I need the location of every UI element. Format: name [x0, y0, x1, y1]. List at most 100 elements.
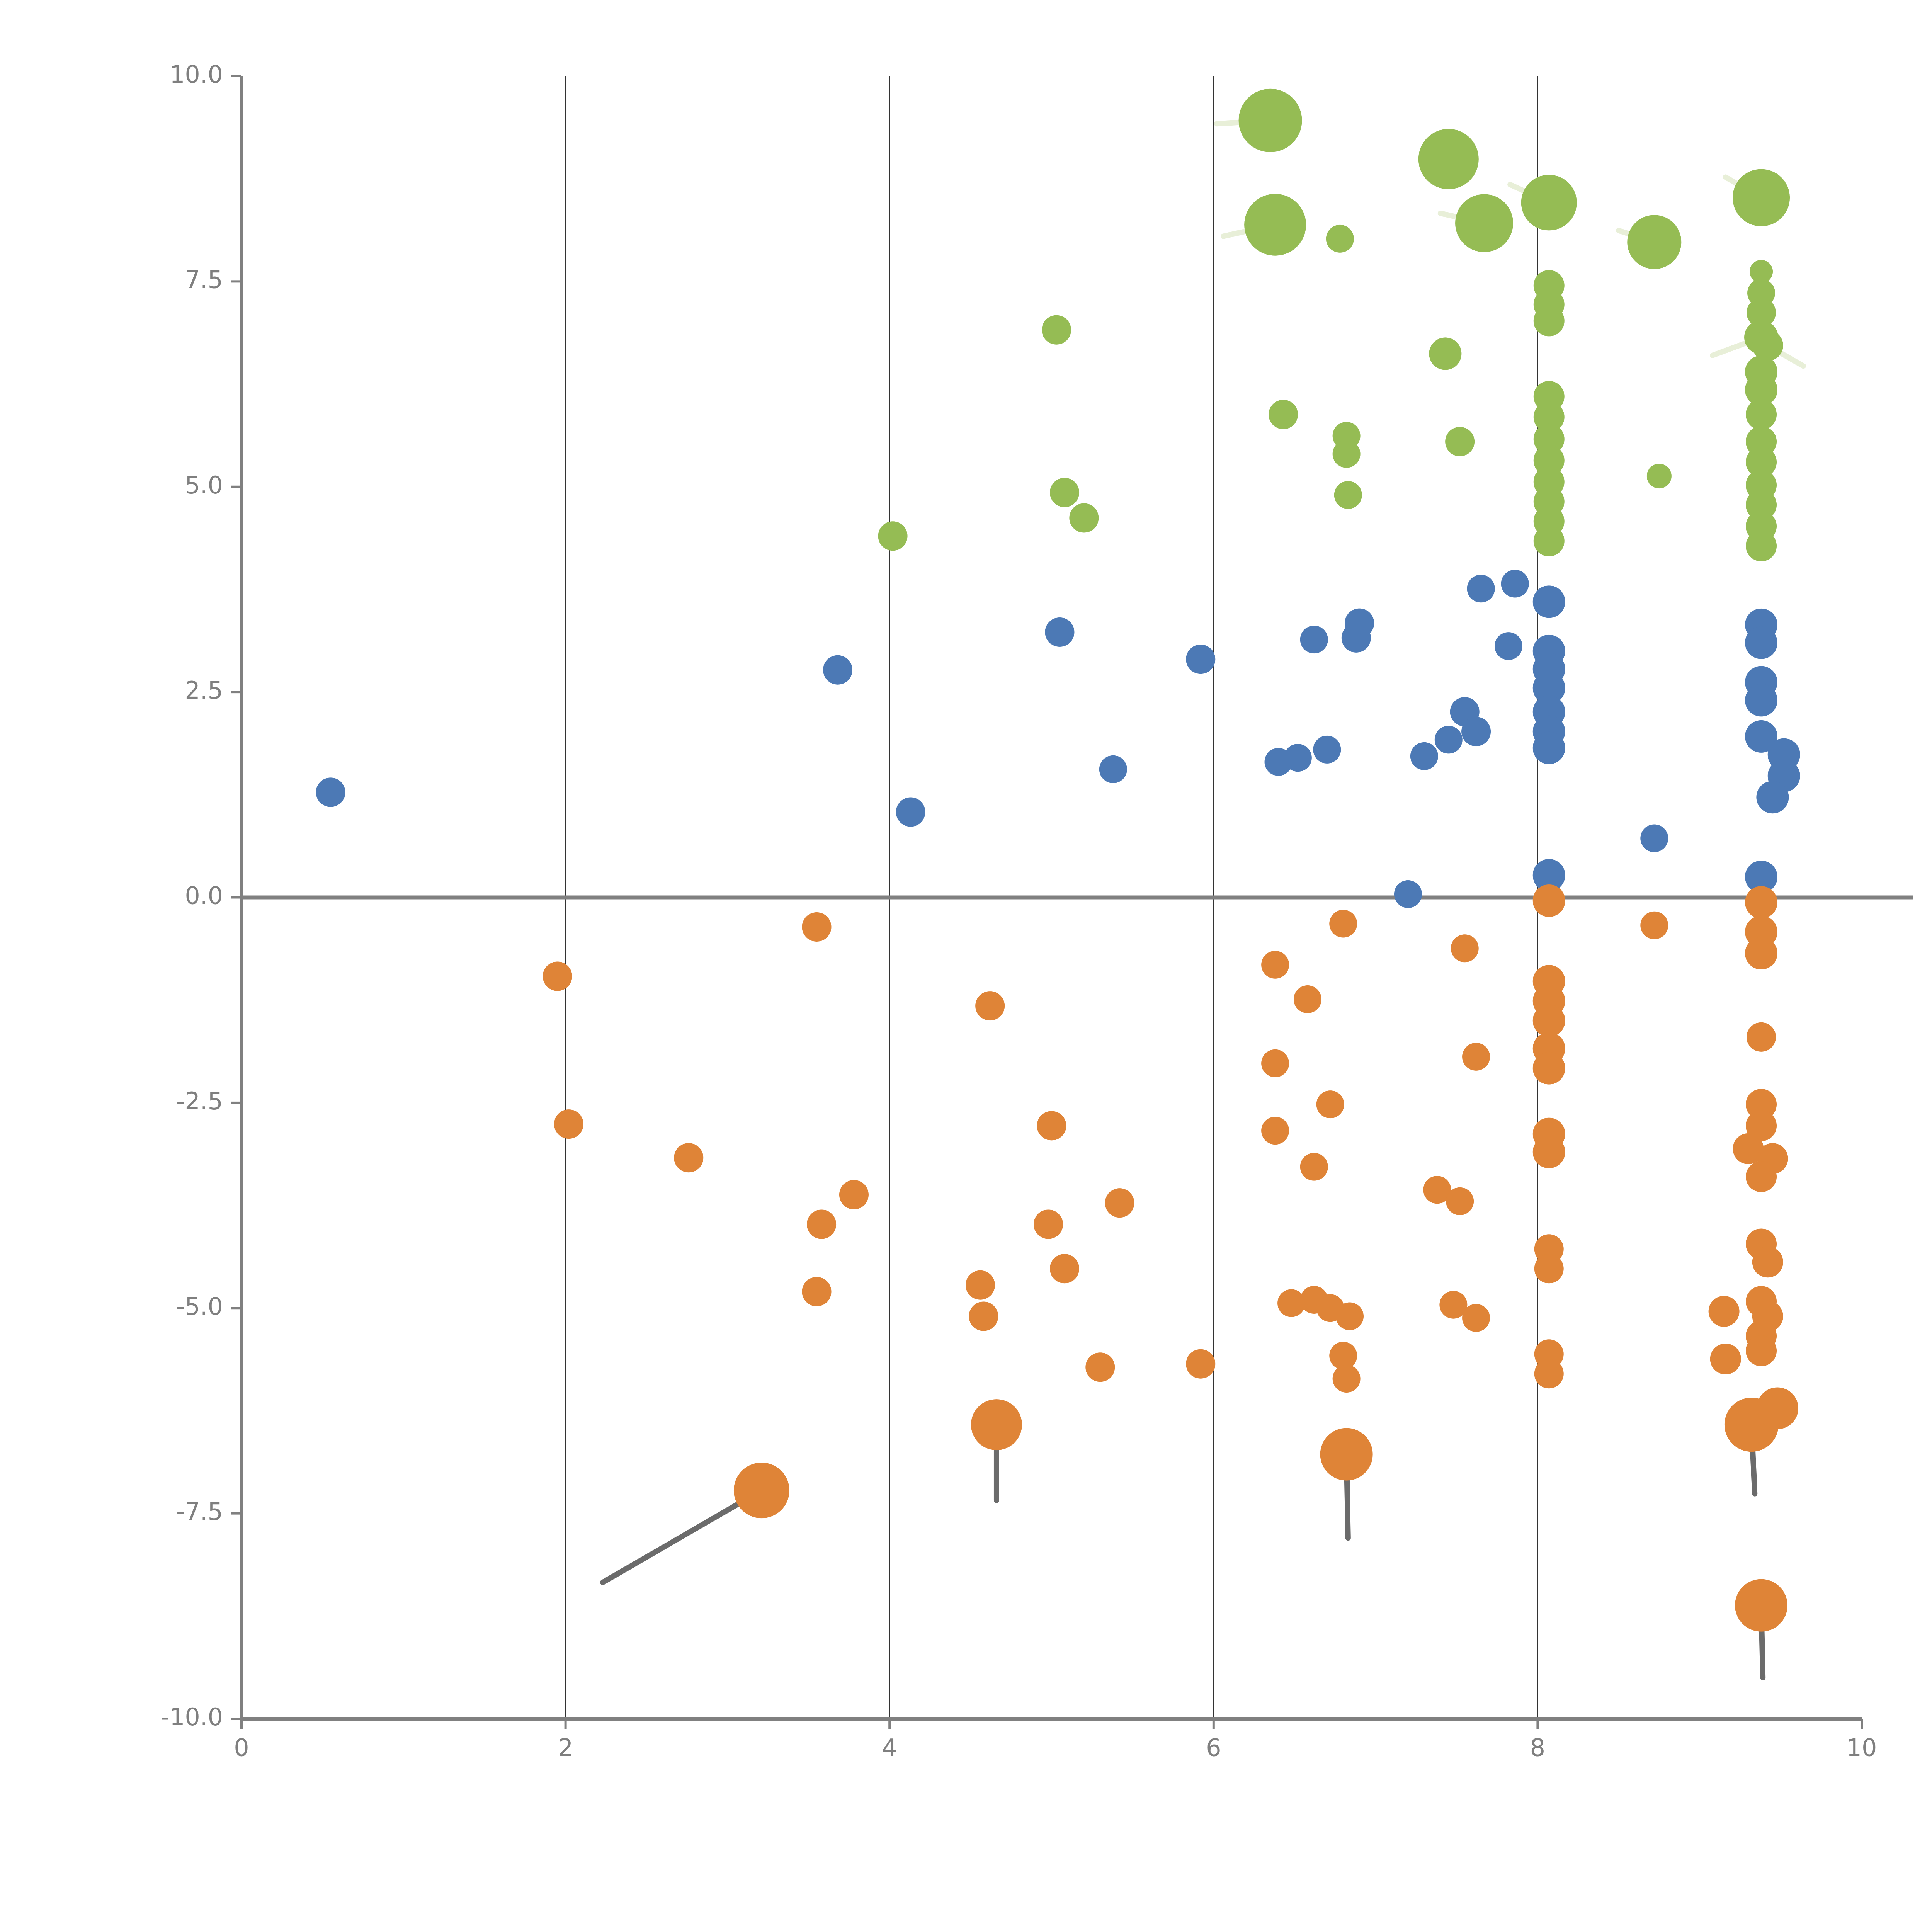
- data-point-blue[interactable]: [316, 777, 345, 807]
- data-point-orange[interactable]: [1710, 1344, 1741, 1375]
- data-point-green[interactable]: [1334, 481, 1362, 509]
- data-point-orange[interactable]: [807, 1209, 837, 1239]
- data-point-green[interactable]: [1332, 440, 1361, 468]
- data-point-orange[interactable]: [975, 991, 1005, 1021]
- data-point-orange[interactable]: [1746, 1089, 1777, 1120]
- data-point-blue[interactable]: [1494, 632, 1522, 660]
- data-point-blue[interactable]: [1532, 731, 1565, 764]
- data-point-blue[interactable]: [1756, 781, 1789, 814]
- data-point-orange[interactable]: [1534, 1254, 1564, 1284]
- data-point-orange[interactable]: [554, 1109, 583, 1139]
- data-point-green[interactable]: [1418, 129, 1479, 189]
- data-point-blue[interactable]: [1461, 717, 1491, 747]
- data-point-green[interactable]: [1445, 427, 1475, 456]
- data-point-orange[interactable]: [966, 1270, 995, 1300]
- data-point-green[interactable]: [1750, 260, 1773, 283]
- data-point-blue[interactable]: [1341, 623, 1371, 653]
- data-point-green[interactable]: [1747, 298, 1776, 328]
- data-point-orange[interactable]: [1746, 1335, 1777, 1366]
- data-point-green[interactable]: [1429, 337, 1462, 370]
- data-point-orange[interactable]: [1532, 1136, 1565, 1168]
- data-point-orange[interactable]: [802, 1277, 832, 1306]
- data-point-orange[interactable]: [1446, 1187, 1474, 1215]
- data-point-orange[interactable]: [1532, 1052, 1565, 1085]
- data-point-orange[interactable]: [1640, 911, 1668, 939]
- data-point-green[interactable]: [1627, 215, 1682, 269]
- data-point-green[interactable]: [1455, 194, 1514, 252]
- data-point-green[interactable]: [1238, 88, 1302, 152]
- data-point-orange[interactable]: [1105, 1188, 1134, 1218]
- data-point-orange[interactable]: [1293, 985, 1321, 1014]
- data-point-orange[interactable]: [1329, 1342, 1357, 1370]
- data-point-orange[interactable]: [1034, 1209, 1063, 1239]
- data-point-orange[interactable]: [1336, 1302, 1364, 1330]
- data-point-green[interactable]: [1521, 175, 1577, 231]
- data-point-blue[interactable]: [1640, 824, 1668, 852]
- series-blue-markers[interactable]: [316, 570, 1800, 908]
- data-point-orange[interactable]: [1746, 1110, 1777, 1141]
- data-point-orange[interactable]: [1708, 1296, 1740, 1327]
- data-point-blue[interactable]: [1745, 861, 1778, 893]
- data-point-orange[interactable]: [674, 1143, 704, 1173]
- data-point-blue[interactable]: [896, 797, 925, 827]
- data-point-blue[interactable]: [1284, 744, 1312, 772]
- data-point-blue[interactable]: [1532, 859, 1565, 892]
- data-point-green[interactable]: [1042, 315, 1071, 345]
- data-point-blue[interactable]: [1045, 617, 1075, 647]
- data-point-blue[interactable]: [1745, 720, 1778, 753]
- data-point-orange[interactable]: [1746, 1161, 1777, 1192]
- data-point-green[interactable]: [1269, 400, 1298, 429]
- data-point-green[interactable]: [1533, 526, 1565, 557]
- data-point-orange[interactable]: [1733, 1133, 1764, 1164]
- data-point-orange[interactable]: [1261, 1117, 1289, 1145]
- data-point-orange[interactable]: [1050, 1254, 1080, 1284]
- data-point-orange[interactable]: [1277, 1289, 1306, 1317]
- data-point-blue[interactable]: [1313, 735, 1341, 764]
- data-point-blue[interactable]: [1099, 755, 1127, 783]
- data-point-orange[interactable]: [1329, 910, 1357, 938]
- data-point-orange[interactable]: [1532, 1004, 1565, 1037]
- data-point-green[interactable]: [1746, 530, 1777, 561]
- data-point-green[interactable]: [1733, 169, 1790, 226]
- data-point-orange[interactable]: [1752, 1247, 1783, 1278]
- data-point-blue[interactable]: [1394, 880, 1422, 908]
- data-point-orange[interactable]: [1300, 1153, 1328, 1181]
- series-green-markers[interactable]: [878, 88, 1790, 561]
- data-point-blue[interactable]: [1434, 726, 1463, 754]
- data-point-green[interactable]: [1326, 224, 1354, 253]
- data-point-orange[interactable]: [1451, 934, 1479, 963]
- data-point-orange[interactable]: [969, 1301, 998, 1331]
- data-point-orange[interactable]: [1332, 1365, 1361, 1393]
- data-point-orange[interactable]: [1462, 1304, 1490, 1332]
- data-point-green[interactable]: [1746, 489, 1777, 520]
- data-point-green[interactable]: [1646, 464, 1672, 489]
- data-point-green[interactable]: [1533, 445, 1565, 476]
- data-point-blue[interactable]: [1745, 626, 1778, 659]
- data-point-orange[interactable]: [1037, 1111, 1066, 1141]
- data-point-blue[interactable]: [1467, 575, 1495, 603]
- data-point-orange[interactable]: [1423, 1176, 1451, 1204]
- data-point-orange[interactable]: [1745, 937, 1778, 970]
- data-point-green[interactable]: [878, 521, 908, 551]
- data-point-blue[interactable]: [1532, 672, 1565, 704]
- data-point-orange[interactable]: [839, 1180, 869, 1209]
- data-point-orange[interactable]: [802, 912, 832, 942]
- data-point-orange[interactable]: [1439, 1291, 1468, 1319]
- data-point-green[interactable]: [1746, 446, 1777, 478]
- data-point-orange[interactable]: [1534, 1359, 1564, 1389]
- data-point-orange[interactable]: [1747, 1022, 1776, 1052]
- data-point-blue[interactable]: [1745, 684, 1778, 717]
- data-point-orange[interactable]: [971, 1399, 1022, 1451]
- data-point-orange[interactable]: [1745, 886, 1778, 919]
- series-orange-markers[interactable]: [543, 884, 1798, 1632]
- data-point-orange[interactable]: [1316, 1090, 1344, 1119]
- data-point-green[interactable]: [1069, 503, 1099, 533]
- data-point-orange[interactable]: [1756, 1387, 1798, 1429]
- data-point-blue[interactable]: [1186, 645, 1216, 674]
- data-point-blue[interactable]: [1300, 626, 1328, 654]
- data-point-orange[interactable]: [1320, 1428, 1373, 1481]
- data-point-orange[interactable]: [1462, 1043, 1490, 1071]
- data-point-orange[interactable]: [1261, 951, 1289, 979]
- data-point-blue[interactable]: [1532, 585, 1565, 618]
- data-point-green[interactable]: [1752, 330, 1783, 361]
